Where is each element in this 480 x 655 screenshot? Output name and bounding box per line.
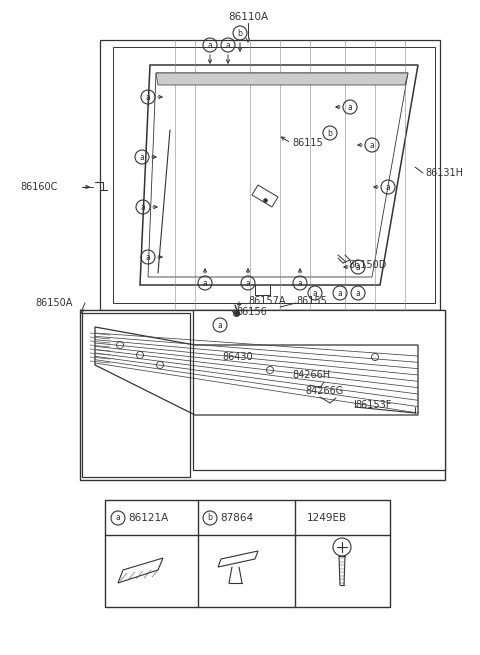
- Text: a: a: [356, 263, 360, 272]
- Text: b: b: [327, 128, 333, 138]
- Text: 84266G: 84266G: [305, 386, 343, 396]
- Text: a: a: [370, 141, 374, 149]
- Text: 1249EB: 1249EB: [307, 513, 347, 523]
- Text: a: a: [246, 278, 251, 288]
- Text: 86121A: 86121A: [128, 513, 168, 523]
- Text: a: a: [217, 320, 222, 329]
- Text: 84266H: 84266H: [292, 370, 330, 380]
- Text: 87864: 87864: [220, 513, 253, 523]
- Text: a: a: [356, 288, 360, 297]
- Text: 86131H: 86131H: [425, 168, 463, 178]
- Bar: [100, 40, 440, 310]
- Text: a: a: [385, 183, 390, 191]
- Text: 86156: 86156: [236, 307, 267, 317]
- Text: a: a: [145, 252, 150, 261]
- Text: 86160C: 86160C: [20, 182, 58, 192]
- Text: a: a: [141, 202, 145, 212]
- Bar: [193, 310, 445, 470]
- Text: a: a: [312, 288, 317, 297]
- Text: a: a: [208, 41, 212, 50]
- Polygon shape: [156, 73, 408, 85]
- Text: a: a: [145, 92, 150, 102]
- Text: 86115: 86115: [292, 138, 323, 148]
- Text: a: a: [203, 278, 207, 288]
- Text: a: a: [116, 514, 120, 523]
- Text: a: a: [348, 102, 352, 111]
- Text: a: a: [226, 41, 230, 50]
- Text: b: b: [238, 29, 242, 37]
- Text: b: b: [207, 514, 213, 523]
- Text: a: a: [140, 153, 144, 162]
- Text: 86150D: 86150D: [348, 260, 386, 270]
- Bar: [105, 500, 390, 607]
- Text: 86110A: 86110A: [228, 12, 268, 22]
- Text: 86150A: 86150A: [35, 298, 72, 308]
- Text: 86155: 86155: [296, 296, 327, 306]
- Text: 86157A: 86157A: [248, 296, 286, 306]
- Text: a: a: [298, 278, 302, 288]
- Text: a: a: [337, 288, 342, 297]
- Polygon shape: [80, 310, 445, 480]
- Text: 86430: 86430: [222, 352, 252, 362]
- Text: 86153F: 86153F: [355, 400, 391, 410]
